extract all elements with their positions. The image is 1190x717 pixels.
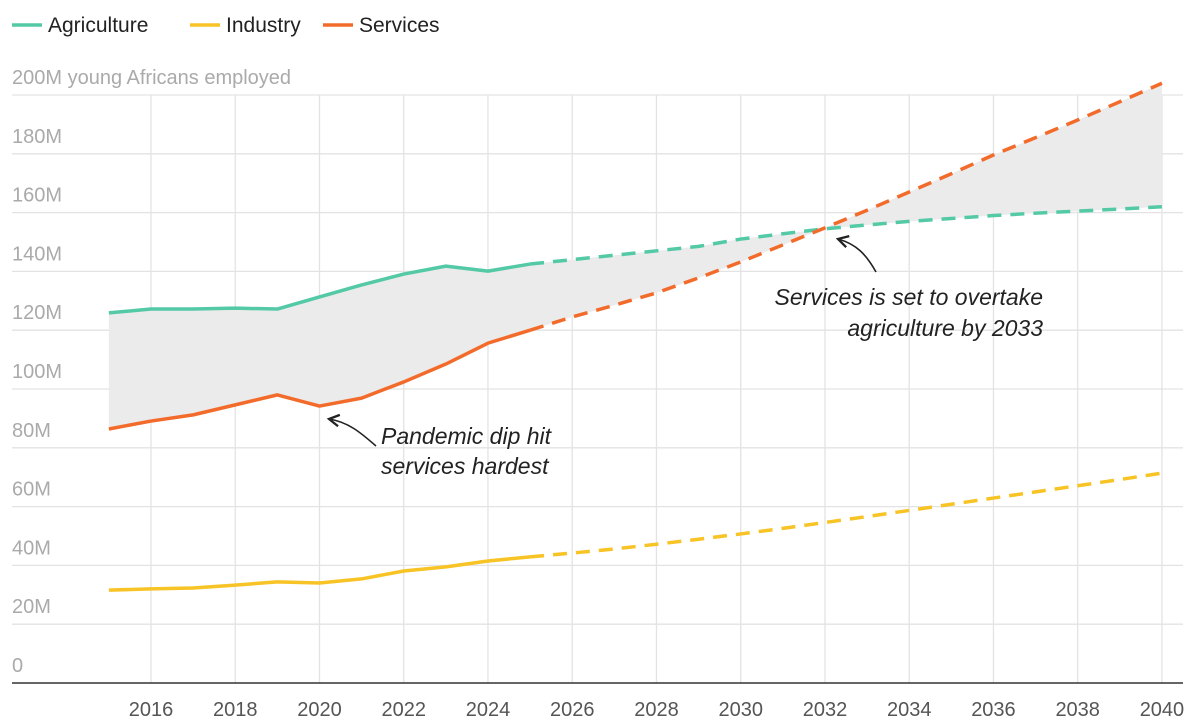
y-tick-label: 40M (12, 537, 51, 559)
y-tick-label: 160M (12, 185, 62, 207)
annotation-arrow (326, 413, 377, 447)
line-layer (108, 81, 1163, 592)
series-line (108, 262, 531, 315)
y-tick-label: 200M young Africans employed (12, 67, 291, 89)
x-tick-label: 2032 (803, 699, 848, 717)
x-tick-label: 2022 (381, 699, 426, 717)
x-tick-label: 2036 (971, 699, 1016, 717)
y-tick-label: 20M (12, 596, 51, 618)
projection-line (529, 204, 1163, 266)
projection-line (529, 81, 1163, 332)
x-tick-label: 2028 (634, 699, 679, 717)
legend-label: Services (359, 14, 440, 37)
y-tick-label: 80M (12, 420, 51, 442)
x-tick-label: 2034 (887, 699, 932, 717)
series-line (108, 555, 531, 592)
annotation: agriculture by 2033 (847, 315, 1043, 341)
x-tick-label: 2040 (1140, 699, 1185, 717)
legend-label: Industry (226, 14, 301, 37)
x-tick-label: 2016 (129, 699, 174, 717)
y-tick-label: 0 (12, 655, 23, 677)
annotation: Services is set to overtake (775, 284, 1043, 310)
x-tick-label: 2020 (297, 699, 342, 717)
x-tick-label: 2024 (466, 699, 511, 717)
y-tick-label: 140M (12, 243, 62, 265)
area-layer (108, 83, 1162, 429)
annotation-arrow (835, 235, 877, 273)
annotation: services hardest (381, 453, 550, 479)
y-tick-label: 120M (12, 302, 62, 324)
x-tick-label: 2026 (550, 699, 595, 717)
x-tick-label: 2038 (1055, 699, 1100, 717)
projection-line (529, 471, 1163, 559)
y-tick-label: 60M (12, 479, 51, 501)
y-tick-label: 100M (12, 361, 62, 383)
label-layer: 0 20M 40M 60M 80M 100M 120M 140M 160M 180M 200M yo… (12, 14, 1184, 717)
series-line (108, 328, 531, 431)
annotation: Pandemic dip hit (381, 423, 553, 449)
x-tick-label: 2018 (213, 699, 258, 717)
legend-label: Agriculture (48, 14, 148, 37)
gap-area (108, 83, 1162, 429)
y-tick-label: 180M (12, 126, 62, 148)
x-tick-label: 2030 (718, 699, 763, 717)
